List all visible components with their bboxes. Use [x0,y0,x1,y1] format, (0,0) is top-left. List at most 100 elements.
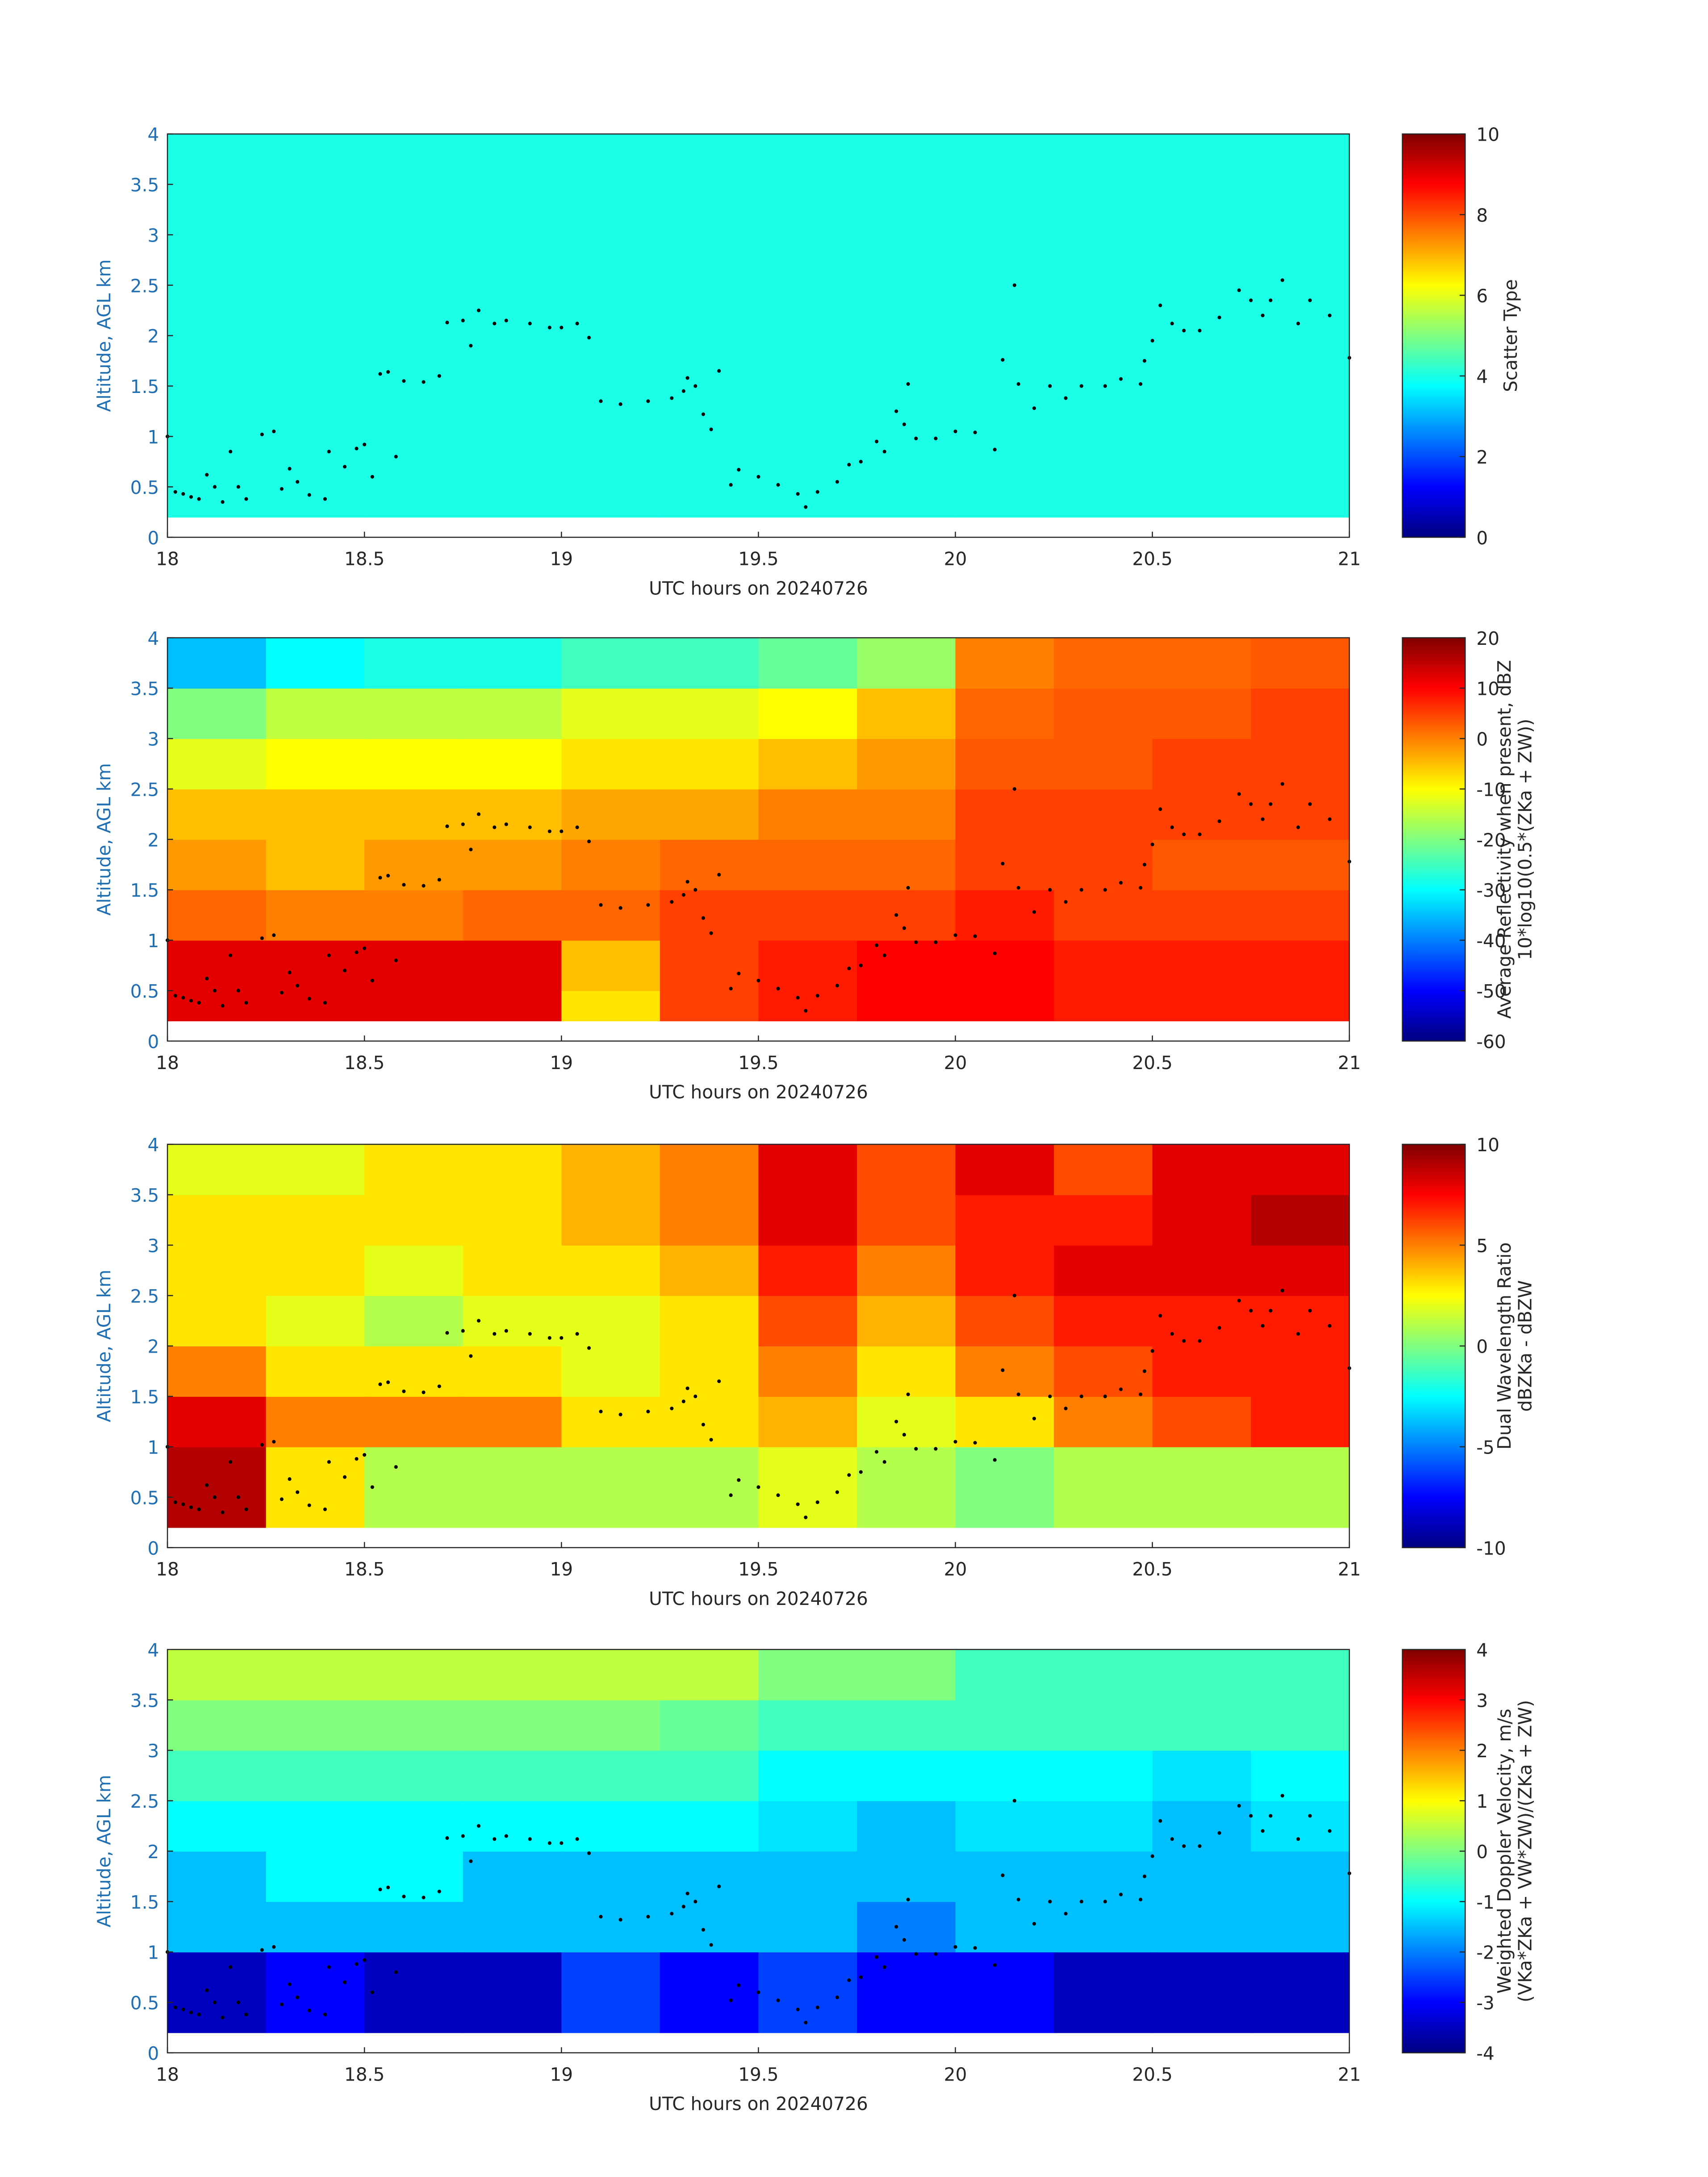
heatmap-cell [1251,1396,1350,1447]
y-tick-label: 2.5 [130,779,159,800]
heatmap-cell [1152,1295,1252,1346]
heatmap-cell [660,1245,759,1296]
y-tick-label: 4 [147,1134,159,1156]
heatmap-cell [1251,738,1350,790]
heatmap-cell [266,285,365,336]
heatmap-cell [857,638,956,689]
data-point [236,485,240,489]
data-point [1032,1922,1036,1926]
heatmap-cell [463,335,562,387]
heatmap-cell [1251,1700,1350,1751]
data-point [1064,1406,1068,1411]
heatmap-cell [1251,1295,1350,1346]
heatmap-cell [758,386,857,437]
heatmap-cell [463,890,562,941]
data-point [756,978,760,982]
heatmap-cell [758,1497,857,1528]
y-tick-label: 1.5 [130,1892,159,1913]
heatmap-cell [758,1750,857,1801]
data-point [973,1441,977,1445]
data-point [973,430,977,435]
heatmap-cell [561,1144,660,1195]
data-point [804,1515,808,1519]
data-point [587,336,591,340]
data-point [575,1837,579,1841]
data-point [189,2010,193,2014]
y-tick-label: 0 [147,1538,159,1559]
data-point [476,309,481,313]
heatmap-cell [266,1497,365,1528]
heatmap-cell [167,738,267,790]
heatmap-cell [758,184,857,235]
data-point [296,984,300,988]
data-point [272,933,276,937]
data-point [681,1400,685,1404]
heatmap-cell [1152,1750,1252,1801]
heatmap-cell [660,1446,759,1498]
heatmap-cell [758,1195,857,1246]
heatmap-cell [955,1295,1055,1346]
data-point [288,970,292,974]
heatmap-cell [463,1952,562,2003]
data-point [422,1390,426,1394]
heatmap-cell [463,386,562,437]
data-point [1237,288,1241,292]
heatmap-cell [266,738,365,790]
colorbar-tick-label: -40 [1476,930,1506,952]
data-point [1269,1814,1273,1818]
heatmap-cell [561,688,660,739]
heatmap-cell [758,940,857,991]
heatmap-cell [364,1851,464,1902]
y-tick-label: 2.5 [130,1286,159,1307]
heatmap-cell [660,738,759,790]
data-point [670,1912,674,1916]
heatmap-cell [1054,839,1153,890]
colorbar-label: Weighted Doppler Velocity, m/s [1494,1709,1515,1993]
data-point [378,876,382,880]
data-point [1182,329,1186,333]
data-point [236,989,240,993]
heatmap-cell [463,134,562,185]
heatmap-cell [561,487,660,518]
data-point [1308,298,1312,302]
heatmap-cell [1152,1649,1252,1701]
heatmap-cell [660,2002,759,2033]
y-axis-label: Altitude, AGL km [93,763,115,916]
heatmap-cell [364,1144,464,1195]
data-point [197,497,201,501]
heatmap-cell [561,1801,660,1852]
data-point [323,2013,327,2017]
y-tick-label: 2.5 [130,1791,159,1812]
y-tick-label: 1 [147,426,159,448]
data-point [189,999,193,1003]
heatmap-cell [1251,1446,1350,1498]
heatmap-cell [857,1144,956,1195]
heatmap-cell [364,1750,464,1801]
data-point [670,396,674,400]
x-tick-label: 19 [550,548,573,570]
y-axis-label: Altitude, AGL km [93,1775,115,1927]
data-point [701,1423,705,1427]
data-point [914,1447,918,1451]
colorbar [1402,1144,1466,1548]
data-point [575,322,579,326]
x-tick-label: 20 [944,2064,967,2085]
data-point [776,986,780,990]
data-point [1217,1326,1221,1330]
data-point [681,893,685,897]
data-point [288,467,292,471]
heatmap-cell [266,1295,365,1346]
heatmap-cell [758,890,857,941]
y-tick-label: 2 [147,829,159,851]
heatmap-cell [463,2002,562,2033]
heatmap-cell [463,1649,562,1701]
heatmap-cell [1054,1245,1153,1296]
heatmap-cell [561,940,660,991]
heatmap-cell [660,335,759,387]
heatmap-cell [266,184,365,235]
data-point [934,1447,938,1451]
y-tick-label: 1.5 [130,1387,159,1408]
y-tick-label: 2 [147,1841,159,1863]
x-tick-label: 19 [550,1559,573,1580]
